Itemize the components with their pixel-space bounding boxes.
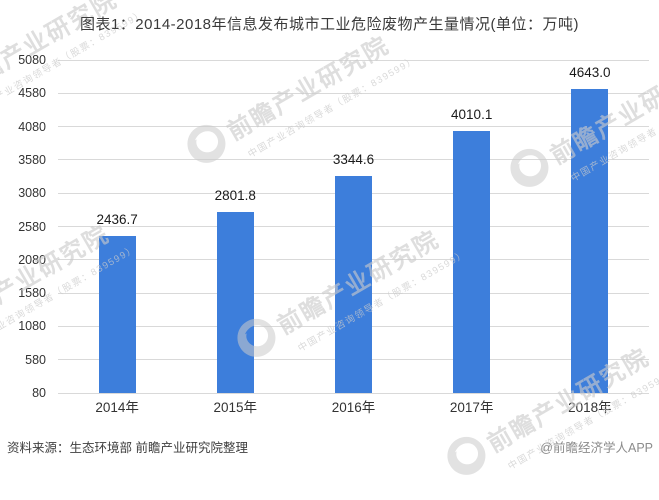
x-axis-tick-label: 2017年 <box>427 400 517 416</box>
bar-value-label: 2436.7 <box>72 212 162 228</box>
source-note: 资料来源：生态环境部 前瞻产业研究院整理 <box>7 437 248 456</box>
y-axis-tick-label: 580 <box>0 352 46 368</box>
y-axis-tick-label: 2580 <box>0 219 46 235</box>
y-axis-tick-label: 1080 <box>0 318 46 334</box>
credit-note: @前瞻经济学人APP <box>540 437 653 456</box>
x-axis-tick-label: 2018年 <box>545 400 635 416</box>
bar-2018年 <box>571 89 608 393</box>
plot-area: 5080 4580 4080 3580 3080 2580 2080 1580 1080 580 8… <box>0 0 659 466</box>
gridline <box>58 60 649 61</box>
bar-2016年 <box>335 176 372 393</box>
bar-value-label: 4010.1 <box>427 107 517 123</box>
chart-title: 图表1：2014-2018年信息发布城市工业危险废物产生量情况(单位：万吨) <box>0 13 659 34</box>
y-axis-tick-label: 80 <box>0 385 46 401</box>
chart-figure: 图表1：2014-2018年信息发布城市工业危险废物产生量情况(单位：万吨) 5… <box>0 0 659 466</box>
bar-value-label: 4643.0 <box>545 65 635 81</box>
gridline <box>58 126 649 127</box>
x-axis-tick-label: 2014年 <box>72 400 162 416</box>
x-axis-tick-label: 2015年 <box>190 400 280 416</box>
y-axis-tick-label: 2080 <box>0 252 46 268</box>
y-axis-tick-label: 3580 <box>0 152 46 168</box>
gridline <box>58 93 649 94</box>
bar-2017年 <box>453 131 490 393</box>
bar-2014年 <box>99 236 136 393</box>
y-axis-tick-label: 5080 <box>0 52 46 68</box>
bar-value-label: 2801.8 <box>190 188 280 204</box>
x-axis-tick-label: 2016年 <box>309 400 399 416</box>
y-axis-tick-label: 1580 <box>0 285 46 301</box>
y-axis-tick-label: 4580 <box>0 85 46 101</box>
y-axis-tick-label: 4080 <box>0 119 46 135</box>
bar-2015年 <box>217 212 254 393</box>
y-axis-tick-label: 3080 <box>0 185 46 201</box>
bar-value-label: 3344.6 <box>309 152 399 168</box>
